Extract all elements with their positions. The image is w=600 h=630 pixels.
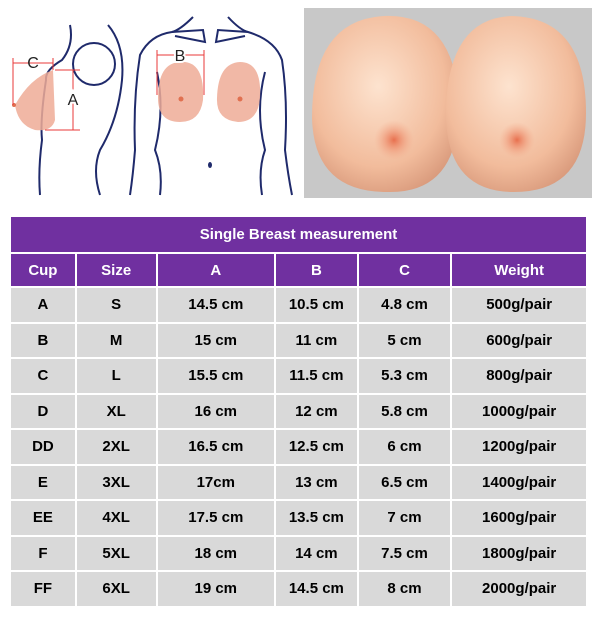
table-cell: 14.5 cm (157, 288, 275, 322)
column-header: B (276, 254, 357, 286)
table-cell: M (76, 323, 156, 357)
table-cell: 1200g/pair (452, 430, 586, 464)
column-header: A (157, 254, 275, 286)
table-cell: D (11, 394, 75, 428)
column-header: Cup (11, 254, 75, 286)
table-cell: 12 cm (276, 394, 357, 428)
table-row: EE 4XL 17.5 cm 13.5 cm 7 cm 1600g/pair (11, 501, 586, 535)
table-cell: 500g/pair (452, 288, 586, 322)
table-cell: 4XL (76, 501, 156, 535)
table-row: FF 6XL 19 cm 14.5 cm 8 cm 2000g/pair (11, 572, 586, 606)
column-header: C (358, 254, 451, 286)
table-cell: 2000g/pair (452, 572, 586, 606)
product-photo (304, 8, 592, 198)
table-cell: 600g/pair (452, 323, 586, 357)
table-cell: 3XL (76, 465, 156, 499)
table-row: DD 2XL 16.5 cm 12.5 cm 6 cm 1200g/pair (11, 430, 586, 464)
table-cell: S (76, 288, 156, 322)
table-row: E 3XL 17cm 13 cm 6.5 cm 1400g/pair (11, 465, 586, 499)
table-cell: 1600g/pair (452, 501, 586, 535)
table-cell: 15.5 cm (157, 359, 275, 393)
table-cell: 800g/pair (452, 359, 586, 393)
label-a: A (68, 92, 79, 109)
table-cell: 1400g/pair (452, 465, 586, 499)
table-cell: 4.8 cm (358, 288, 451, 322)
column-header: Size (76, 254, 156, 286)
table-cell: 5XL (76, 536, 156, 570)
table-cell: A (11, 288, 75, 322)
table-cell: F (11, 536, 75, 570)
table-cell: 16.5 cm (157, 430, 275, 464)
table-cell: 6 cm (358, 430, 451, 464)
size-table: Single Breast measurement Cup Size A B C Weig… (9, 215, 588, 608)
table-cell: 13 cm (276, 465, 357, 499)
table-cell: 2XL (76, 430, 156, 464)
table-cell: 11 cm (276, 323, 357, 357)
table-cell: 5.3 cm (358, 359, 451, 393)
table-cell: FF (11, 572, 75, 606)
table-cell: 6XL (76, 572, 156, 606)
table-row: B M 15 cm 11 cm 5 cm 600g/pair (11, 323, 586, 357)
table-cell: 7.5 cm (358, 536, 451, 570)
table-cell: 1000g/pair (452, 394, 586, 428)
table-cell: E (11, 465, 75, 499)
table-cell: B (11, 323, 75, 357)
table-cell: 19 cm (157, 572, 275, 606)
table-cell: L (76, 359, 156, 393)
measurement-diagram: C A B (12, 16, 293, 196)
column-header: Weight (452, 254, 586, 286)
table-cell: 10.5 cm (276, 288, 357, 322)
table-row: D XL 16 cm 12 cm 5.8 cm 1000g/pair (11, 394, 586, 428)
table-cell: DD (11, 430, 75, 464)
table-title: Single Breast measurement (11, 217, 586, 252)
table-cell: EE (11, 501, 75, 535)
table-cell: XL (76, 394, 156, 428)
table-cell: C (11, 359, 75, 393)
table-cell: 16 cm (157, 394, 275, 428)
table-row: C L 15.5 cm 11.5 cm 5.3 cm 800g/pair (11, 359, 586, 393)
table-cell: 17.5 cm (157, 501, 275, 535)
table-cell: 14.5 cm (276, 572, 357, 606)
table-cell: 12.5 cm (276, 430, 357, 464)
table-cell: 1800g/pair (452, 536, 586, 570)
table-row: A S 14.5 cm 10.5 cm 4.8 cm 500g/pair (11, 288, 586, 322)
table-cell: 14 cm (276, 536, 357, 570)
table-cell: 5.8 cm (358, 394, 451, 428)
table-cell: 15 cm (157, 323, 275, 357)
table-cell: 6.5 cm (358, 465, 451, 499)
label-c: C (27, 55, 39, 72)
label-b: B (175, 48, 186, 65)
table-cell: 8 cm (358, 572, 451, 606)
table-cell: 11.5 cm (276, 359, 357, 393)
table-cell: 7 cm (358, 501, 451, 535)
table-row: F 5XL 18 cm 14 cm 7.5 cm 1800g/pair (11, 536, 586, 570)
table-cell: 18 cm (157, 536, 275, 570)
table-cell: 5 cm (358, 323, 451, 357)
table-cell: 13.5 cm (276, 501, 357, 535)
table-cell: 17cm (157, 465, 275, 499)
